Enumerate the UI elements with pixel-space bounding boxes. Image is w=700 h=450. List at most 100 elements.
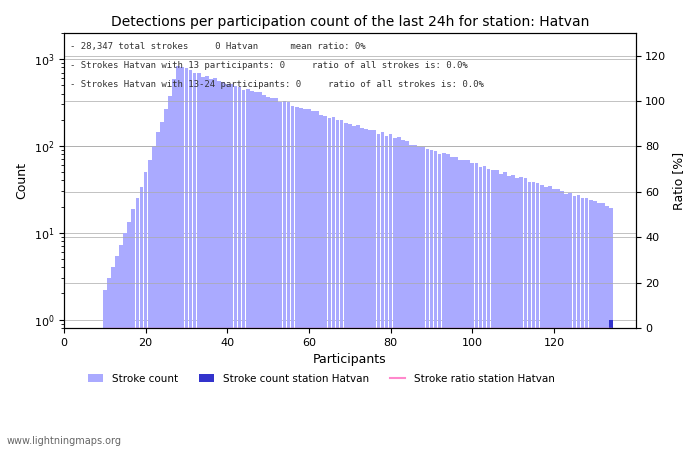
Bar <box>225 84 229 450</box>
Bar <box>540 184 543 450</box>
Bar <box>116 256 119 450</box>
Bar <box>450 157 454 450</box>
Bar <box>303 109 307 450</box>
Bar <box>140 187 143 450</box>
Bar <box>254 92 258 450</box>
Y-axis label: Count: Count <box>15 162 28 199</box>
Bar <box>144 172 148 450</box>
Bar <box>221 82 225 450</box>
Bar <box>123 233 127 450</box>
Bar <box>536 183 540 450</box>
Stroke ratio station Hatvan <box>219 325 228 331</box>
Stroke ratio station Hatvan <box>415 325 424 331</box>
Bar <box>410 144 413 450</box>
Bar <box>111 267 115 450</box>
Bar <box>524 178 527 450</box>
Bar <box>217 81 221 450</box>
Bar <box>132 209 135 450</box>
Bar <box>515 178 519 450</box>
Bar <box>336 120 340 450</box>
Bar <box>290 106 295 450</box>
Bar <box>152 146 155 450</box>
Bar <box>519 177 523 450</box>
Bar <box>483 166 486 450</box>
Bar <box>475 163 478 450</box>
Bar <box>234 86 237 450</box>
Stroke ratio station Hatvan <box>538 325 546 331</box>
Bar <box>577 195 580 450</box>
Bar <box>172 80 176 450</box>
Bar <box>348 124 351 450</box>
Bar <box>319 115 323 450</box>
Bar <box>364 129 368 450</box>
Bar <box>250 91 253 450</box>
Bar <box>328 117 331 450</box>
Bar <box>495 170 498 450</box>
Bar <box>434 151 438 450</box>
Bar <box>564 194 568 450</box>
Bar <box>246 90 249 450</box>
Bar <box>127 222 131 450</box>
Bar <box>470 163 474 450</box>
Bar <box>258 92 262 450</box>
Stroke ratio station Hatvan <box>607 325 615 331</box>
Bar <box>279 102 282 450</box>
Bar <box>230 84 233 450</box>
Bar <box>119 245 123 450</box>
Bar <box>312 111 315 450</box>
Title: Detections per participation count of the last 24h for station: Hatvan: Detections per participation count of th… <box>111 15 589 29</box>
Bar <box>454 157 458 450</box>
Text: - 28,347 total strokes     0 Hatvan      mean ratio: 0%: - 28,347 total strokes 0 Hatvan mean rat… <box>69 42 365 51</box>
Bar <box>136 198 139 450</box>
Bar <box>511 175 515 450</box>
Bar <box>209 79 213 450</box>
Bar <box>491 171 494 450</box>
Bar <box>589 200 592 450</box>
Bar <box>189 70 192 450</box>
Bar <box>241 90 246 450</box>
Bar <box>307 109 311 450</box>
Bar <box>528 182 531 450</box>
Bar <box>389 135 393 450</box>
Bar <box>446 154 449 450</box>
Text: - Strokes Hatvan with 13-24 participants: 0     ratio of all strokes is: 0.0%: - Strokes Hatvan with 13-24 participants… <box>69 80 484 89</box>
Bar <box>413 145 417 450</box>
Bar <box>295 107 298 450</box>
Bar <box>556 189 560 450</box>
Bar <box>609 208 613 450</box>
Bar <box>315 111 319 450</box>
Bar <box>352 126 356 450</box>
Bar <box>552 189 556 450</box>
Bar <box>201 77 204 450</box>
Bar <box>466 160 470 450</box>
Bar <box>197 73 200 450</box>
Bar <box>340 121 344 450</box>
Bar <box>164 109 168 450</box>
Bar <box>266 97 270 450</box>
Bar <box>372 130 376 450</box>
Bar <box>499 174 503 450</box>
Bar <box>344 122 347 450</box>
Bar <box>606 206 609 450</box>
Bar <box>397 137 400 450</box>
Bar <box>458 160 462 450</box>
Bar <box>385 136 389 450</box>
Bar <box>356 125 360 450</box>
Bar <box>274 99 278 450</box>
Bar <box>160 122 164 450</box>
Bar <box>405 140 409 450</box>
Stroke ratio station Hatvan <box>231 325 239 331</box>
Bar <box>560 191 564 450</box>
Bar <box>544 187 547 450</box>
Bar <box>532 182 536 450</box>
Bar <box>381 132 384 450</box>
Text: www.lightningmaps.org: www.lightningmaps.org <box>7 436 122 446</box>
Bar <box>486 169 491 450</box>
Stroke ratio station Hatvan <box>101 325 109 331</box>
Bar <box>508 176 511 450</box>
Bar <box>176 67 180 450</box>
Bar <box>597 203 601 450</box>
Bar <box>283 101 286 450</box>
Bar <box>193 73 197 450</box>
Bar <box>609 320 613 450</box>
